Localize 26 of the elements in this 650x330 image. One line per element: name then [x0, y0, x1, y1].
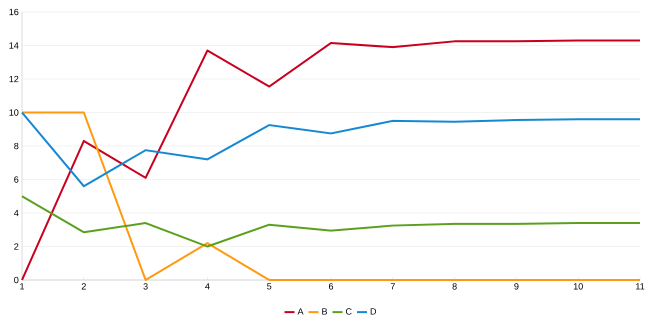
x-tick-label: 1 — [20, 283, 24, 290]
y-tick-label: 0 — [14, 276, 18, 284]
y-tick-label: 4 — [14, 210, 19, 216]
x-tick-label: 6 — [328, 283, 334, 290]
x-tick-label: 5 — [267, 283, 272, 290]
legend-label: B — [322, 308, 328, 315]
x-tick-label: 11 — [636, 283, 644, 290]
y-tick-label: 8 — [14, 142, 18, 150]
y-tick-label: 2 — [14, 243, 18, 250]
legend-label: A — [298, 308, 304, 315]
y-tick-label: 14 — [9, 42, 19, 49]
x-tick-label: 8 — [452, 283, 457, 290]
y-tick-label: 16 — [9, 8, 18, 16]
legend-label: C — [346, 308, 352, 315]
y-tick-label: 12 — [9, 76, 18, 82]
line-series — [21, 195, 642, 248]
x-tick-label: 2 — [82, 283, 86, 290]
x-tick-label: 3 — [143, 283, 148, 290]
legend-label: D — [370, 308, 376, 315]
x-tick-label: 7 — [390, 283, 395, 290]
y-tick-label: 10 — [9, 109, 18, 116]
y-tick-label: 6 — [14, 176, 18, 183]
x-tick-label: 9 — [514, 283, 518, 290]
line-series — [21, 112, 642, 188]
x-tick-label: 4 — [205, 283, 210, 290]
x-tick-label: 10 — [574, 283, 583, 290]
